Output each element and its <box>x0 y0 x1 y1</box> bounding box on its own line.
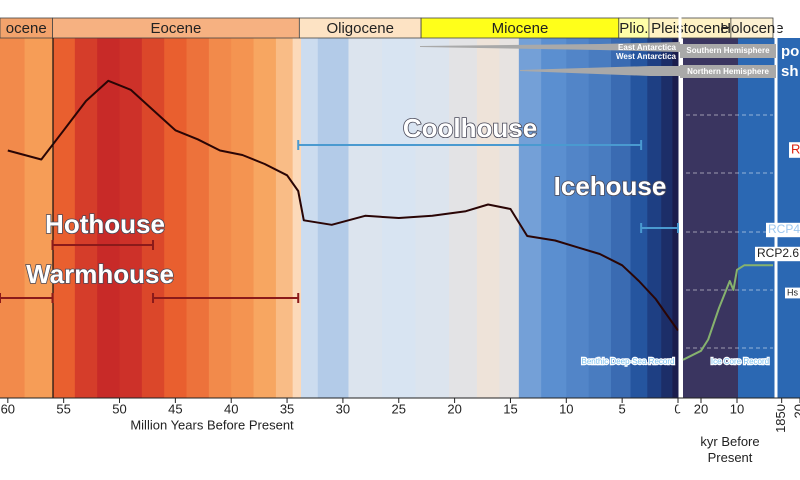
x-tick-label: 60 <box>1 401 15 416</box>
x-tick-label: 10 <box>730 401 744 416</box>
ice-sheet-box <box>680 44 776 58</box>
epoch-band <box>730 17 774 39</box>
data-line <box>7 79 679 332</box>
epoch-label: Plio. <box>619 20 648 37</box>
projection-label: R <box>791 141 800 156</box>
ice-sheet-label: Northern Hemisphere <box>687 67 769 76</box>
climate-stripe <box>518 38 542 398</box>
ice-sheet-label: West Antarctica <box>616 52 677 61</box>
x-tick-label: 20 <box>791 404 800 418</box>
epoch-label: Miocene <box>492 20 549 37</box>
ice-sheet-label: East Antarctica <box>618 43 677 52</box>
label-box <box>766 222 800 238</box>
x-tick-label: 40 <box>224 401 238 416</box>
climate-stripe <box>231 38 255 398</box>
climate-stripe <box>415 38 450 398</box>
climate-stripe <box>119 38 143 398</box>
x-tick-label: 30 <box>336 401 350 416</box>
record-label: Ice Core Record <box>711 357 769 366</box>
x-tick-label: 20 <box>694 401 708 416</box>
x-tick-label: 20 <box>447 401 461 416</box>
climate-stripe <box>476 38 500 398</box>
x-tick-label: 55 <box>56 401 70 416</box>
record-label: Benthic Deep-Sea Record <box>582 357 675 366</box>
x-tick-label: 0 <box>674 401 681 416</box>
climate-stripe <box>275 38 294 398</box>
annotation-label: Warmhouse <box>26 259 174 289</box>
climate-stripe <box>647 38 662 398</box>
climate-stripe <box>499 38 520 398</box>
climate-stripe <box>661 38 673 398</box>
ice-sheet-box <box>680 65 776 78</box>
climate-stripe <box>588 38 612 398</box>
climate-stripe <box>164 38 188 398</box>
climate-stripe <box>24 38 53 398</box>
annotation-label: Coolhouse <box>403 113 537 143</box>
data-line <box>682 264 773 361</box>
projection-label: RCP2.6 <box>757 246 799 260</box>
x-axis-label: Million Years Before Present <box>130 417 294 432</box>
climate-stripe <box>672 38 679 398</box>
climate-stripe <box>0 38 26 398</box>
epoch-label: Eocene <box>150 20 201 37</box>
projection-label: Hs <box>787 287 798 297</box>
panel-background <box>683 38 738 398</box>
bracket <box>640 223 679 233</box>
annotation-label: Hothouse <box>45 209 165 239</box>
ice-sheet-label: Southern Hemisphere <box>686 46 770 55</box>
x-tick-label: 45 <box>168 401 182 416</box>
bracket <box>297 140 643 150</box>
annotation-label: Icehouse <box>554 171 667 201</box>
epoch-label: Pleistocene <box>651 20 729 37</box>
climate-stripe <box>186 38 210 398</box>
label-box <box>785 287 800 299</box>
climate-stripe <box>317 38 349 398</box>
climate-stripe <box>449 38 478 398</box>
bracket <box>152 293 300 303</box>
bracket-line <box>152 293 300 303</box>
label-box <box>789 142 800 158</box>
climate-stripe <box>208 38 232 398</box>
epoch-label: Oligocene <box>326 20 394 37</box>
x-tick-label: 35 <box>280 401 294 416</box>
climate-stripe <box>141 38 165 398</box>
projection-label: RCP4 <box>768 222 800 236</box>
climate-stripe <box>253 38 277 398</box>
bracket-line <box>0 293 54 303</box>
climate-stripe <box>97 38 121 398</box>
panel-background <box>738 38 800 398</box>
projection-label: po <box>781 43 799 60</box>
climate-stripe <box>52 38 76 398</box>
x-axis-label: kyr Before Present <box>700 434 760 465</box>
bracket-line <box>51 240 155 250</box>
x-tick-label: 50 <box>112 401 126 416</box>
x-tick-label: 10 <box>559 401 573 416</box>
climate-stripe <box>566 38 590 398</box>
x-tick-label: 5 <box>619 401 626 416</box>
climate-stripe <box>74 38 98 398</box>
label-box <box>755 246 800 262</box>
ice-sheet-bar <box>420 42 680 52</box>
climate-stripe <box>541 38 567 398</box>
climate-stripe <box>630 38 648 398</box>
bracket <box>51 240 155 250</box>
bracket-line <box>640 223 679 233</box>
climate-stripe <box>292 38 302 398</box>
epoch-label: Holocene <box>720 20 783 37</box>
epoch-label: ocene <box>6 20 47 37</box>
climate-stripe <box>610 38 632 398</box>
climate-stripe <box>301 38 319 398</box>
x-tick-label: 15 <box>503 401 517 416</box>
ice-sheet-bar <box>520 66 680 76</box>
projection-label: sh <box>781 63 799 80</box>
bracket-line <box>297 140 643 150</box>
x-tick-label: 25 <box>392 401 406 416</box>
bracket <box>0 293 54 303</box>
